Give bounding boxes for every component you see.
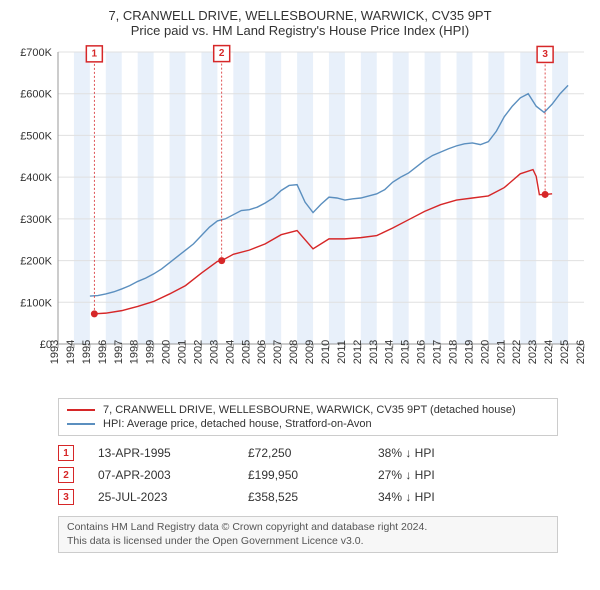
svg-text:£600K: £600K xyxy=(20,89,52,101)
legend-row: 7, CRANWELL DRIVE, WELLESBOURNE, WARWICK… xyxy=(67,403,549,417)
svg-text:2016: 2016 xyxy=(416,340,428,364)
svg-text:2011: 2011 xyxy=(336,340,348,364)
sale-marker-box: 3 xyxy=(58,489,74,505)
svg-text:1998: 1998 xyxy=(129,340,141,364)
svg-text:£500K: £500K xyxy=(20,130,52,142)
svg-text:1995: 1995 xyxy=(81,340,93,364)
legend-label: 7, CRANWELL DRIVE, WELLESBOURNE, WARWICK… xyxy=(103,404,516,416)
svg-text:2023: 2023 xyxy=(527,340,539,364)
sale-date: 25-JUL-2023 xyxy=(98,490,248,504)
sale-price: £358,525 xyxy=(248,490,378,504)
sales-table: 1 13-APR-1995£72,25038% ↓ HPI 2 07-APR-2003… xyxy=(58,442,558,508)
sale-diff: 38% ↓ HPI xyxy=(378,446,498,460)
svg-text:2006: 2006 xyxy=(256,340,268,364)
sale-date: 07-APR-2003 xyxy=(98,468,248,482)
line-chart: £0£100K£200K£300K£400K£500K£600K£700K199… xyxy=(8,44,592,392)
svg-text:2005: 2005 xyxy=(240,340,252,364)
svg-text:2019: 2019 xyxy=(463,340,475,364)
legend-swatch xyxy=(67,409,95,411)
svg-text:1996: 1996 xyxy=(97,340,109,364)
svg-text:2010: 2010 xyxy=(320,340,332,364)
svg-text:2018: 2018 xyxy=(447,340,459,364)
chart-container: £0£100K£200K£300K£400K£500K£600K£700K199… xyxy=(8,44,592,392)
svg-text:2008: 2008 xyxy=(288,340,300,364)
svg-text:2001: 2001 xyxy=(177,340,189,364)
footer-line2: This data is licensed under the Open Gov… xyxy=(67,535,549,549)
sales-row: 1 13-APR-1995£72,25038% ↓ HPI xyxy=(58,442,558,464)
svg-text:2020: 2020 xyxy=(479,340,491,364)
svg-text:2021: 2021 xyxy=(495,340,507,364)
sales-row: 2 07-APR-2003£199,95027% ↓ HPI xyxy=(58,464,558,486)
svg-text:1997: 1997 xyxy=(113,340,125,364)
svg-text:2024: 2024 xyxy=(543,340,555,364)
chart-title-address: 7, CRANWELL DRIVE, WELLESBOURNE, WARWICK… xyxy=(8,8,592,23)
svg-text:£100K: £100K xyxy=(20,297,52,309)
svg-text:3: 3 xyxy=(542,49,548,60)
sale-price: £72,250 xyxy=(248,446,378,460)
attribution-footer: Contains HM Land Registry data © Crown c… xyxy=(58,516,558,553)
svg-text:2003: 2003 xyxy=(208,340,220,364)
legend-label: HPI: Average price, detached house, Stra… xyxy=(103,418,372,430)
sale-diff: 34% ↓ HPI xyxy=(378,490,498,504)
sale-marker-box: 2 xyxy=(58,467,74,483)
sales-row: 3 25-JUL-2023£358,52534% ↓ HPI xyxy=(58,486,558,508)
svg-text:2017: 2017 xyxy=(432,340,444,364)
sale-marker-box: 1 xyxy=(58,445,74,461)
svg-text:1994: 1994 xyxy=(65,340,77,364)
legend: 7, CRANWELL DRIVE, WELLESBOURNE, WARWICK… xyxy=(58,398,558,436)
svg-text:£200K: £200K xyxy=(20,256,52,268)
chart-subtitle: Price paid vs. HM Land Registry's House … xyxy=(8,23,592,38)
svg-text:2022: 2022 xyxy=(511,340,523,364)
svg-text:2012: 2012 xyxy=(352,340,364,364)
svg-text:2004: 2004 xyxy=(224,340,236,364)
svg-text:2013: 2013 xyxy=(368,340,380,364)
sale-date: 13-APR-1995 xyxy=(98,446,248,460)
sale-price: £199,950 xyxy=(248,468,378,482)
svg-text:2025: 2025 xyxy=(559,340,571,364)
svg-text:1: 1 xyxy=(92,48,98,59)
svg-text:1993: 1993 xyxy=(49,340,61,364)
svg-text:1999: 1999 xyxy=(145,340,157,364)
svg-text:2015: 2015 xyxy=(400,340,412,364)
svg-text:2026: 2026 xyxy=(575,340,587,364)
svg-text:2009: 2009 xyxy=(304,340,316,364)
footer-line1: Contains HM Land Registry data © Crown c… xyxy=(67,521,549,535)
svg-text:£700K: £700K xyxy=(20,47,52,59)
chart-title-block: 7, CRANWELL DRIVE, WELLESBOURNE, WARWICK… xyxy=(8,8,592,38)
svg-text:£400K: £400K xyxy=(20,172,52,184)
legend-row: HPI: Average price, detached house, Stra… xyxy=(67,417,549,431)
svg-text:2014: 2014 xyxy=(384,340,396,364)
svg-text:2: 2 xyxy=(219,48,225,59)
svg-text:£300K: £300K xyxy=(20,214,52,226)
svg-text:2002: 2002 xyxy=(192,340,204,364)
legend-swatch xyxy=(67,423,95,425)
svg-text:2000: 2000 xyxy=(161,340,173,364)
svg-text:2007: 2007 xyxy=(272,340,284,364)
sale-diff: 27% ↓ HPI xyxy=(378,468,498,482)
